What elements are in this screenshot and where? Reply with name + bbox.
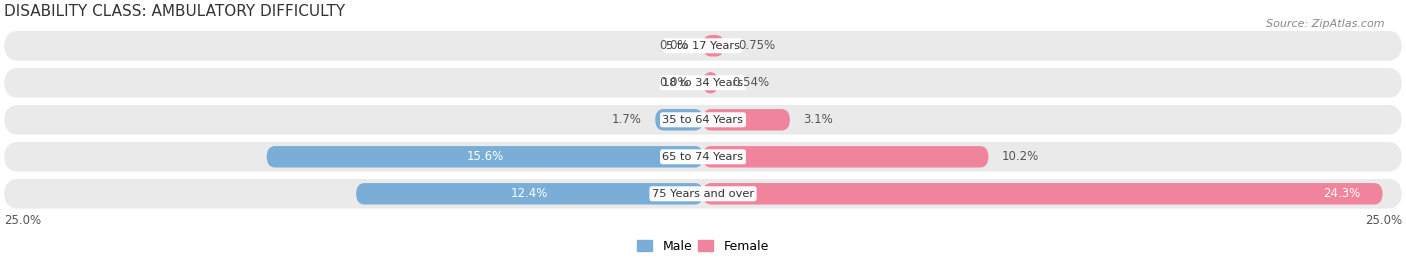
Text: 10.2%: 10.2% [1002,150,1039,163]
FancyBboxPatch shape [356,183,703,204]
Text: Source: ZipAtlas.com: Source: ZipAtlas.com [1267,19,1385,29]
FancyBboxPatch shape [703,109,790,131]
Text: 0.0%: 0.0% [659,39,689,52]
FancyBboxPatch shape [4,105,1402,135]
Text: 18 to 34 Years: 18 to 34 Years [662,78,744,88]
Text: 0.54%: 0.54% [733,76,769,89]
Text: DISABILITY CLASS: AMBULATORY DIFFICULTY: DISABILITY CLASS: AMBULATORY DIFFICULTY [4,4,346,19]
Text: 1.7%: 1.7% [612,113,641,126]
FancyBboxPatch shape [655,109,703,131]
Text: 65 to 74 Years: 65 to 74 Years [662,152,744,162]
Legend: Male, Female: Male, Female [633,235,773,258]
Text: 0.0%: 0.0% [659,76,689,89]
FancyBboxPatch shape [267,146,703,168]
Text: 15.6%: 15.6% [467,150,503,163]
Text: 12.4%: 12.4% [510,187,548,200]
Text: 25.0%: 25.0% [4,214,41,227]
FancyBboxPatch shape [703,146,988,168]
FancyBboxPatch shape [4,31,1402,61]
Text: 24.3%: 24.3% [1323,187,1360,200]
Text: 75 Years and over: 75 Years and over [652,189,754,199]
FancyBboxPatch shape [703,35,724,57]
FancyBboxPatch shape [4,68,1402,98]
FancyBboxPatch shape [4,142,1402,172]
Text: 5 to 17 Years: 5 to 17 Years [666,41,740,51]
Text: 35 to 64 Years: 35 to 64 Years [662,115,744,125]
FancyBboxPatch shape [703,72,718,94]
Text: 3.1%: 3.1% [804,113,834,126]
FancyBboxPatch shape [4,179,1402,209]
Text: 25.0%: 25.0% [1365,214,1402,227]
Text: 0.75%: 0.75% [738,39,775,52]
FancyBboxPatch shape [703,183,1382,204]
